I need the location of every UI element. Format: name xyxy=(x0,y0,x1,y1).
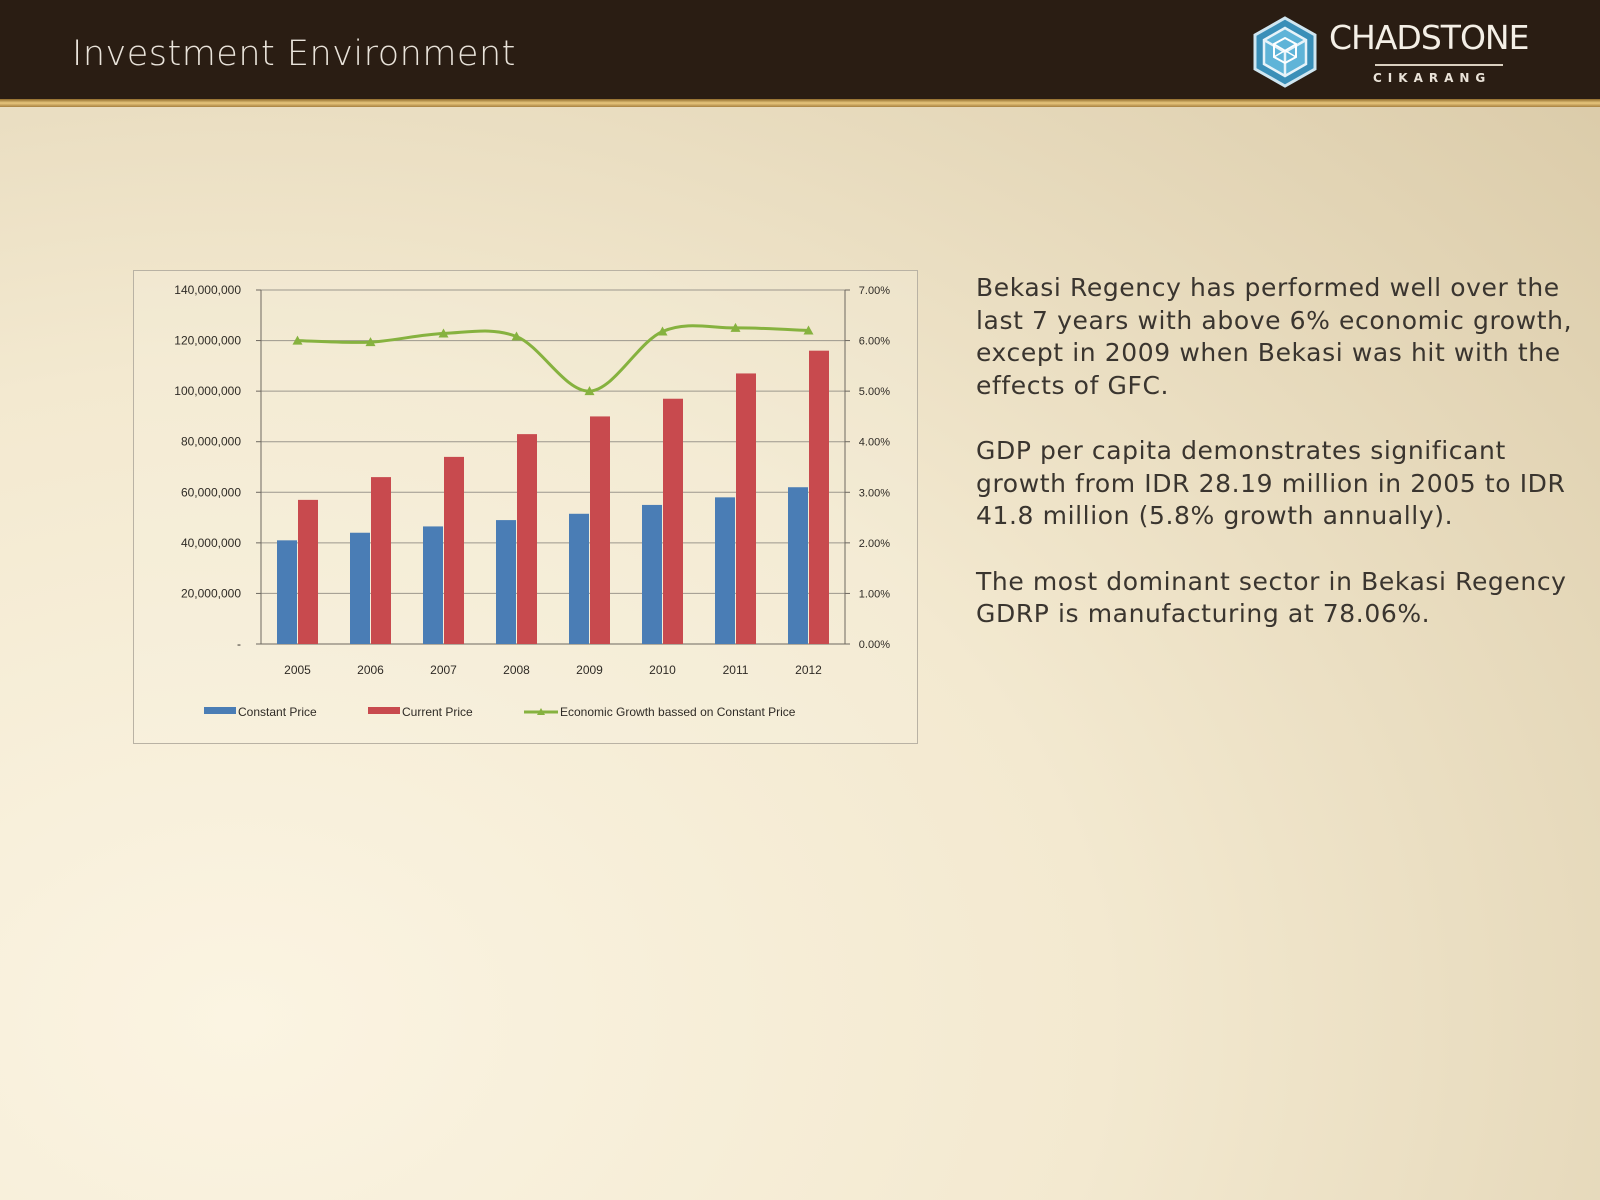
y2-tick-label: 0.00% xyxy=(859,639,890,651)
x-tick-label: 2010 xyxy=(649,663,676,677)
x-tick-label: 2005 xyxy=(284,663,311,677)
y-tick-label: 120,000,000 xyxy=(174,334,241,348)
bar-current-price xyxy=(517,434,537,644)
bar-constant-price xyxy=(496,520,516,644)
legend-label-current-price: Current Price xyxy=(402,705,473,719)
gdp-chart: - 20,000,000 40,000,000 60,000,000 80,000,00… xyxy=(174,283,890,719)
y2-tick-label: 4.00% xyxy=(859,437,890,449)
x-tick-label: 2012 xyxy=(795,663,822,677)
description-text: Bekasi Regency has performed well over t… xyxy=(976,272,1576,664)
gdp-chart-frame: - 20,000,000 40,000,000 60,000,000 80,000,00… xyxy=(133,270,918,744)
legend-marker-growth xyxy=(537,708,545,715)
x-tick-label: 2006 xyxy=(357,663,384,677)
bar-current-price xyxy=(371,477,391,644)
bar-constant-price xyxy=(715,497,735,644)
bar-current-price xyxy=(590,416,610,644)
company-logo: CHADSTONE CIKARANG xyxy=(1253,16,1583,91)
legend-label-growth: Economic Growth bassed on Constant Price xyxy=(560,705,796,719)
legend-label-constant-price: Constant Price xyxy=(238,705,317,719)
growth-point xyxy=(730,322,741,332)
y2-tick-label: 1.00% xyxy=(859,588,890,600)
bar-constant-price xyxy=(277,540,297,644)
y-tick-label: 20,000,000 xyxy=(181,586,241,600)
y2-tick-label: 3.00% xyxy=(859,487,890,499)
x-tick-label: 2009 xyxy=(576,663,603,677)
x-tick-label: 2011 xyxy=(723,663,749,677)
bar-current-price xyxy=(444,456,464,644)
y-tick-label: 100,000,000 xyxy=(174,384,241,398)
y-tick-label: 80,000,000 xyxy=(181,435,241,449)
growth-point xyxy=(438,328,449,338)
gold-divider xyxy=(0,99,1600,107)
legend-swatch-current-price xyxy=(368,707,400,714)
bar-constant-price xyxy=(350,532,370,644)
logo-subtitle: CIKARANG xyxy=(1373,71,1492,85)
growth-line xyxy=(297,324,809,393)
logo-name: CHADSTONE xyxy=(1329,18,1529,57)
bar-current-price xyxy=(298,499,318,644)
bar-constant-price xyxy=(642,504,662,644)
paragraph-gdp: GDP per capita demonstrates significant … xyxy=(976,436,1566,530)
growth-point xyxy=(584,386,595,396)
bar-constant-price xyxy=(569,513,589,644)
bar-constant-price xyxy=(788,487,808,644)
y2-tick-label: 5.00% xyxy=(859,386,890,398)
bar-current-price xyxy=(663,398,683,644)
growth-point xyxy=(292,335,303,345)
y2-tick-label: 6.00% xyxy=(859,336,890,348)
y-tick-label: 140,000,000 xyxy=(174,283,241,297)
y2-tick-label: 2.00% xyxy=(859,538,890,550)
y-tick-label: - xyxy=(237,637,241,651)
x-tick-label: 2008 xyxy=(503,663,530,677)
cube-icon xyxy=(1253,16,1317,88)
growth-point xyxy=(511,331,522,341)
bar-constant-price xyxy=(423,526,443,644)
paragraph-sector: The most dominant sector in Bekasi Regen… xyxy=(976,566,1567,629)
x-tick-label: 2007 xyxy=(430,663,457,677)
growth-point xyxy=(365,337,376,347)
growth-point xyxy=(803,325,814,335)
growth-point xyxy=(657,326,668,336)
legend-swatch-constant-price xyxy=(204,707,236,714)
y2-tick-label: 7.00% xyxy=(859,285,890,297)
paragraph-growth: Bekasi Regency has performed well over t… xyxy=(976,273,1573,400)
logo-rule xyxy=(1375,64,1503,66)
y-tick-label: 40,000,000 xyxy=(181,536,241,550)
bar-current-price xyxy=(809,350,829,644)
bar-current-price xyxy=(736,373,756,644)
y-tick-label: 60,000,000 xyxy=(181,485,241,499)
header-bar xyxy=(0,0,1600,99)
page-title: Investment Environment xyxy=(72,34,516,74)
